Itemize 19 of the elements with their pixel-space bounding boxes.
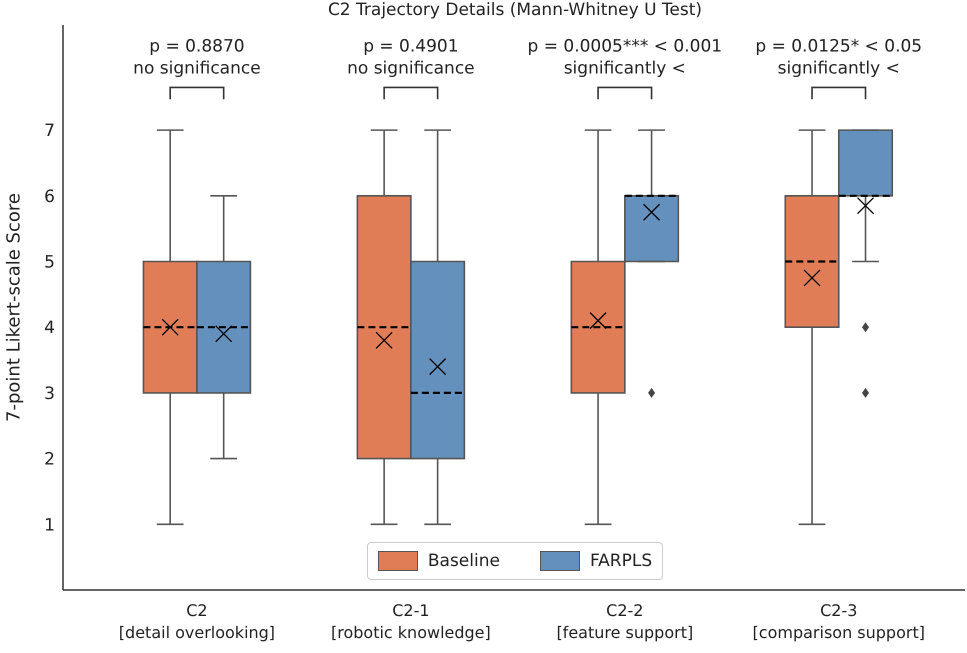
y-tick-label: 2 [44,450,55,470]
y-tick-label: 6 [44,186,55,207]
y-tick-label: 3 [44,384,55,404]
annotation: p = 0.8870 no significance [133,36,261,78]
y-tick-label: 5 [44,252,55,273]
x-tick-label: C2-2 [feature support] [556,601,694,642]
x-tick-label: C2-3 [comparison support] [752,601,925,642]
y-tick-label: 7 [44,121,55,142]
annotation: p = 0.0005*** < 0.001 significantly < [528,36,722,78]
annotation: p = 0.0125* < 0.05 significantly < [755,36,922,78]
x-tick-label: C2 [detail overlooking] [118,601,276,642]
y-tick-label: 1 [44,515,55,536]
legend-label: FARPLS [590,551,652,571]
y-axis-title: 7-point Likert-scale Score [3,193,24,422]
annotation: p = 0.4901 no significance [347,36,475,78]
legend-label: Baseline [428,551,500,571]
chart-title: C2 Trajectory Details (Mann-Whitney U Test) [326,0,704,20]
x-tick-label: C2-1 [robotic knowledge] [330,601,491,642]
y-tick-label: 4 [44,318,55,338]
